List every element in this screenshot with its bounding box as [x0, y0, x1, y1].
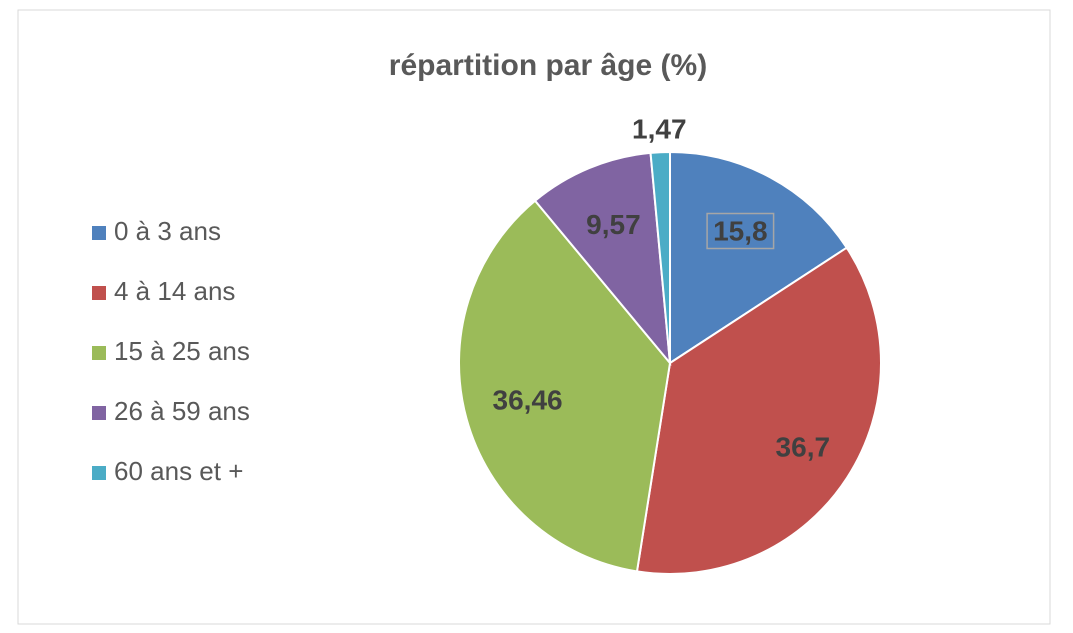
data-label: 36,7: [776, 431, 831, 462]
label-box: [706, 212, 775, 250]
pie-slice: [669, 150, 849, 365]
legend-label: 0 à 3 ans: [114, 216, 221, 246]
data-label: 1,47: [632, 114, 687, 145]
pie-slice: [533, 151, 672, 367]
data-label: 15,8: [713, 216, 768, 247]
legend-label: 15 à 25 ans: [114, 336, 250, 366]
legend-swatch: [92, 466, 106, 480]
chart-title: répartition par âge (%): [389, 49, 707, 82]
legend-swatch: [92, 346, 106, 360]
pie-slice: [649, 150, 671, 364]
legend-swatch: [92, 406, 106, 420]
legend-label: 26 à 59 ans: [114, 396, 250, 426]
legend-swatch: [92, 226, 106, 240]
data-label: 36,46: [493, 385, 563, 416]
legend-label: 60 ans et +: [114, 456, 243, 486]
data-label: 9,57: [586, 209, 641, 240]
pie-slice: [635, 246, 882, 575]
legend-label: 4 à 14 ans: [114, 276, 235, 306]
legend-swatch: [92, 286, 106, 300]
pie-slice: [458, 199, 672, 573]
